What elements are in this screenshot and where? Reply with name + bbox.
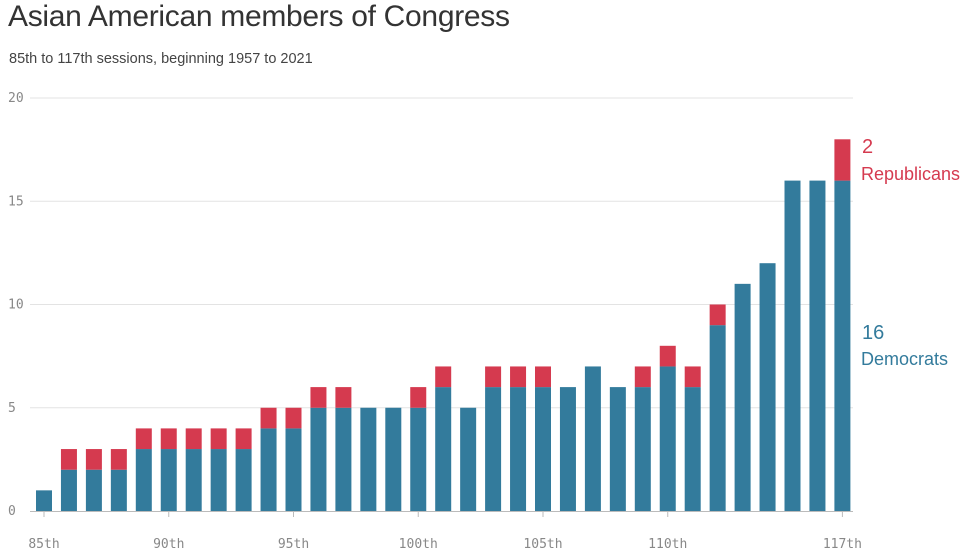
bar-republicans-104th [510, 366, 527, 388]
bar-republicans-111th [684, 366, 701, 388]
y-tick-label: 20 [8, 91, 24, 106]
bar-republicans-88th [110, 449, 127, 470]
bar-democrats-117th [834, 180, 851, 511]
y-tick-label: 10 [8, 298, 24, 313]
bar-republicans-93rd [235, 428, 252, 450]
bar-republicans-95th [285, 407, 302, 429]
bar-democrats-112th [709, 325, 726, 511]
bar-democrats-104th [510, 387, 527, 511]
bar-republicans-90th [160, 428, 177, 450]
x-tick-label: 110th [648, 537, 687, 551]
bar-democrats-108th [609, 387, 626, 511]
bar-republicans-117th [834, 139, 851, 181]
bar-democrats-110th [659, 366, 676, 511]
bar-democrats-96th [310, 407, 327, 511]
bar-democrats-107th [584, 366, 601, 511]
annotations: 2 Republicans 16 Democrats [861, 136, 960, 369]
bar-republicans-110th [659, 345, 676, 367]
bars [36, 139, 851, 511]
bar-democrats-99th [385, 407, 402, 511]
bar-democrats-87th [85, 469, 102, 511]
bar-democrats-115th [784, 180, 801, 511]
x-axis: 85th 90th 95th 100th 105th 110th 117th [28, 511, 862, 551]
x-tick-label: 100th [399, 537, 438, 551]
bar-republicans-97th [335, 387, 352, 408]
y-tick-label: 0 [8, 504, 16, 519]
bar-democrats-106th [559, 387, 576, 511]
x-tick-label: 105th [523, 537, 562, 551]
bar-republicans-87th [85, 449, 102, 470]
bar-republicans-92nd [210, 428, 227, 450]
y-tick-label: 15 [8, 194, 24, 209]
y-tick-label: 5 [8, 401, 16, 416]
bar-democrats-98th [360, 407, 377, 511]
bar-democrats-85th [36, 490, 52, 511]
chart-subtitle: 85th to 117th sessions, beginning 1957 t… [9, 51, 313, 67]
bar-democrats-113th [734, 283, 751, 511]
x-tick-label: 90th [153, 537, 184, 551]
republicans-total: 2 [862, 136, 873, 158]
bar-democrats-95th [285, 428, 302, 511]
bar-democrats-86th [60, 469, 77, 511]
bar-democrats-88th [110, 469, 127, 511]
bar-republicans-96th [310, 387, 327, 408]
bar-republicans-100th [410, 387, 427, 408]
bar-republicans-105th [535, 366, 551, 388]
x-tick-label: 117th [823, 537, 862, 551]
bar-democrats-105th [535, 387, 551, 511]
bar-republicans-86th [60, 449, 77, 470]
bar-democrats-101st [435, 387, 452, 511]
bar-democrats-90th [160, 449, 177, 511]
bar-democrats-116th [809, 180, 826, 511]
bar-democrats-102nd [460, 407, 477, 511]
bar-republicans-94th [260, 407, 277, 429]
gridlines: 0 5 10 15 20 [8, 91, 853, 519]
bar-democrats-100th [410, 407, 427, 511]
republicans-label: Republicans [861, 164, 960, 184]
bar-democrats-92nd [210, 449, 227, 511]
bar-democrats-103rd [485, 387, 502, 511]
bar-democrats-89th [135, 449, 152, 511]
bar-republicans-103rd [485, 366, 502, 388]
bar-democrats-97th [335, 407, 352, 511]
chart-title: Asian American members of Congress [8, 0, 510, 33]
democrats-total: 16 [862, 322, 884, 344]
bar-democrats-91st [185, 449, 202, 511]
bar-democrats-109th [634, 387, 651, 511]
bar-democrats-93rd [235, 449, 252, 511]
bar-republicans-91st [185, 428, 202, 450]
x-tick-label: 95th [278, 537, 309, 551]
bar-republicans-101st [435, 366, 452, 388]
bar-democrats-114th [759, 263, 776, 511]
bar-democrats-94th [260, 428, 277, 511]
bar-republicans-109th [634, 366, 651, 388]
x-tick-label: 85th [28, 537, 59, 551]
bar-democrats-111th [684, 387, 701, 511]
bar-republicans-112th [709, 304, 726, 326]
democrats-label: Democrats [861, 349, 948, 369]
bar-republicans-89th [135, 428, 152, 450]
